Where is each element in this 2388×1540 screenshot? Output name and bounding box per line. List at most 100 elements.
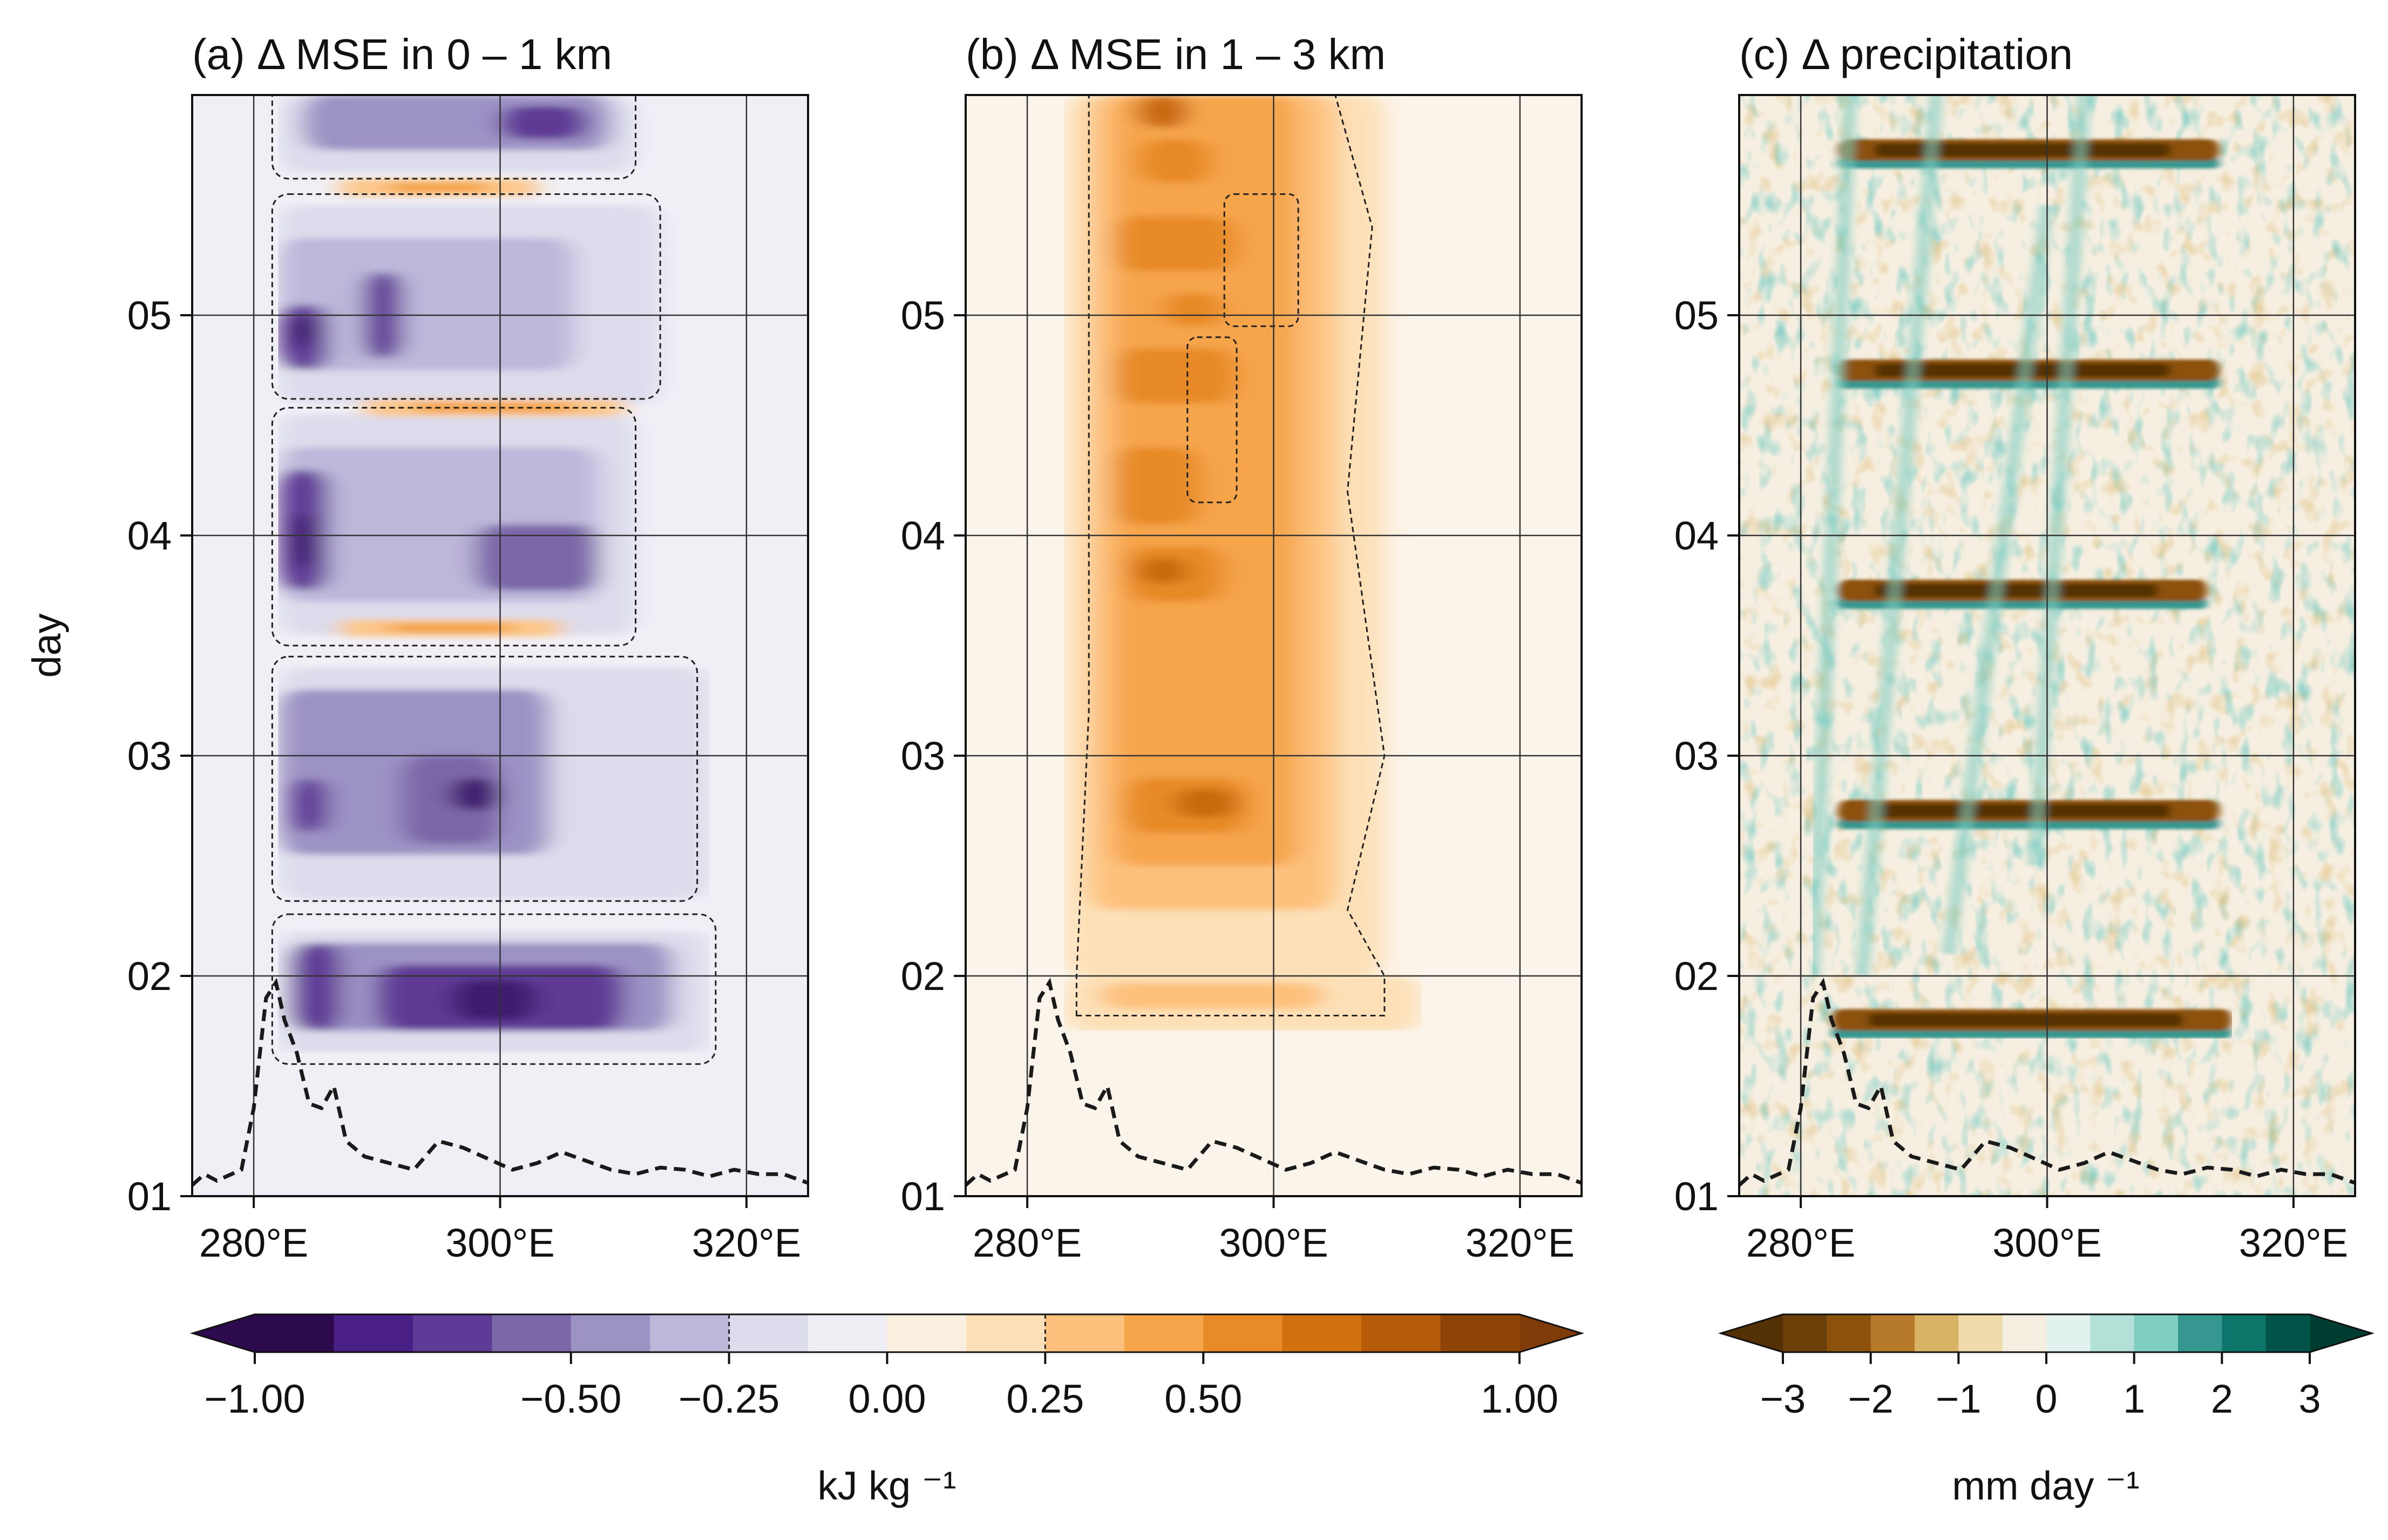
panel-b: (b) Δ MSE in 1 – 3 km 280°E 300°E 320°E 01… (901, 30, 1583, 1265)
colorbar-swatch (2265, 1314, 2310, 1352)
y-tick-label: 01 (1674, 1174, 1719, 1219)
anomaly-blob (290, 513, 316, 569)
contour-line (271, 193, 661, 400)
panel-c-grid (1739, 95, 2355, 1197)
colorbar-tick-label: 0 (2035, 1376, 2057, 1421)
panel-c-title: (c) Δ precipitation (1739, 30, 2073, 78)
y-tick-label: 02 (901, 954, 945, 999)
y-tick-label: 03 (1674, 734, 1719, 778)
x-tick-label: 300°E (1219, 1220, 1328, 1265)
dry-band-core (1875, 804, 2170, 817)
colorbar-tick-label: −0.25 (679, 1376, 779, 1421)
colorbar-swatch (1203, 1314, 1283, 1352)
panel-b-field (1064, 95, 1422, 1031)
x-tick-label: 280°E (199, 1220, 308, 1265)
colorbar-swatch (1045, 1314, 1125, 1352)
panel-b-x-ticks: 280°E 300°E 320°E (973, 1196, 1575, 1265)
colorbar-swatch (1783, 1314, 1828, 1352)
anomaly-blob (451, 980, 537, 1020)
anomaly-blob (1138, 557, 1188, 584)
panel-c-terrain-profile (1738, 978, 2356, 1187)
y-tick-label: 05 (1674, 293, 1719, 338)
colorbar-swatch (334, 1314, 413, 1352)
panel-a-title: (a) Δ MSE in 0 – 1 km (192, 30, 612, 78)
y-tick-label: 05 (901, 293, 945, 338)
colorbar-tick-label: 1.00 (1481, 1376, 1558, 1421)
wet-streak (1942, 204, 2054, 955)
colorbar-swatch (808, 1314, 888, 1352)
anomaly-blob (290, 777, 328, 833)
anomaly-blob (1138, 139, 1212, 184)
colorbar-swatch (2046, 1314, 2091, 1352)
x-tick-label: 280°E (1746, 1220, 1855, 1265)
colorbar-swatch (1958, 1314, 2003, 1352)
contour-line (1186, 336, 1238, 504)
panel-c: (c) Δ precipitation 280°E 300°E 320°E 01 02… (1674, 30, 2356, 1265)
colorbar-swatch (2178, 1314, 2223, 1352)
colorbar-swatch (255, 1314, 335, 1352)
panel-a-contours (271, 95, 717, 1065)
positive-strip-core (389, 623, 513, 633)
colorbar-swatch (1915, 1314, 1959, 1352)
colorbar-swatch (1361, 1314, 1441, 1352)
x-tick-label: 300°E (445, 1220, 554, 1265)
colorbar-swatch (1827, 1314, 1871, 1352)
colorbar-tick-label: 1 (2123, 1376, 2145, 1421)
anomaly-blob (1163, 293, 1225, 327)
panel-c-y-ticks: 01 02 03 04 05 (1674, 293, 1739, 1219)
contour-line (271, 655, 698, 902)
colorbar-swatch (412, 1314, 493, 1352)
colorbar-swatch (2002, 1314, 2047, 1352)
colorbar-tick-label: −1.00 (204, 1376, 305, 1421)
anomaly-blob (1175, 789, 1237, 818)
panel-b-terrain-profile (964, 978, 1583, 1187)
panel-b-title: (b) Δ MSE in 1 – 3 km (966, 30, 1386, 78)
x-tick-label: 280°E (973, 1220, 1082, 1265)
y-tick-label: 02 (127, 954, 172, 999)
colorbar-over-extension (1519, 1314, 1582, 1352)
panel-a-anomaly-blobs (278, 95, 710, 1053)
y-tick-label: 01 (901, 1174, 945, 1219)
anomaly-blob (1113, 216, 1237, 272)
panel-a-y-ticks: 01 02 03 04 05 (127, 293, 192, 1219)
anomaly-blob (1113, 447, 1200, 525)
colorbar-swatch (966, 1314, 1046, 1352)
panel-b-y-ticks: 01 02 03 04 05 (901, 293, 966, 1219)
anomaly-blob (290, 942, 340, 1031)
y-tick-label: 05 (127, 293, 172, 338)
colorbar-tick-label: 3 (2298, 1376, 2321, 1421)
x-tick-label: 320°E (2239, 1220, 2348, 1265)
colorbar-swatch (1440, 1314, 1520, 1352)
panel-a: (a) Δ MSE in 0 – 1 km 280°E 300°E 320°E 01… (127, 30, 809, 1265)
colorbar-tick-label: 0.25 (1006, 1376, 1084, 1421)
anomaly-blob (475, 524, 599, 591)
contour-line (271, 95, 637, 180)
colorbar-mse-label: kJ kg ⁻¹ (818, 1463, 956, 1508)
colorbar-over-extension (2310, 1314, 2372, 1352)
y-tick-label: 03 (901, 734, 945, 778)
anomaly-blob (500, 106, 587, 139)
colorbar-tick-label: 2 (2211, 1376, 2233, 1421)
colorbar-under-extension (193, 1314, 255, 1352)
colorbar-tick-label: −3 (1760, 1376, 1806, 1421)
anomaly-blob (1101, 982, 1323, 1009)
colorbar-swatch (2222, 1314, 2267, 1352)
dry-band-core (1875, 584, 2158, 597)
y-tick-label: 04 (127, 513, 172, 558)
colorbar-tick-label: −0.50 (520, 1376, 621, 1421)
anomaly-blob (290, 315, 316, 349)
colorbar-swatch (2090, 1314, 2135, 1352)
colorbar-swatch (571, 1314, 651, 1352)
colorbar-tick-label: 0.00 (848, 1376, 926, 1421)
colorbar-precip-label: mm day ⁻¹ (1952, 1463, 2139, 1508)
y-tick-label: 03 (127, 734, 172, 778)
colorbar-swatch (2134, 1314, 2179, 1352)
anomaly-blob (1138, 95, 1188, 128)
panel-c-x-ticks: 280°E 300°E 320°E (1746, 1196, 2348, 1265)
panel-a-x-ticks: 280°E 300°E 320°E (199, 1196, 801, 1265)
colorbar-precip: −3 −2 −1 0 1 2 3 (1718, 1313, 2375, 1421)
dry-band-core (1875, 144, 2170, 157)
colorbar-tick-label: −2 (1848, 1376, 1893, 1421)
y-tick-label: 01 (127, 1174, 172, 1219)
